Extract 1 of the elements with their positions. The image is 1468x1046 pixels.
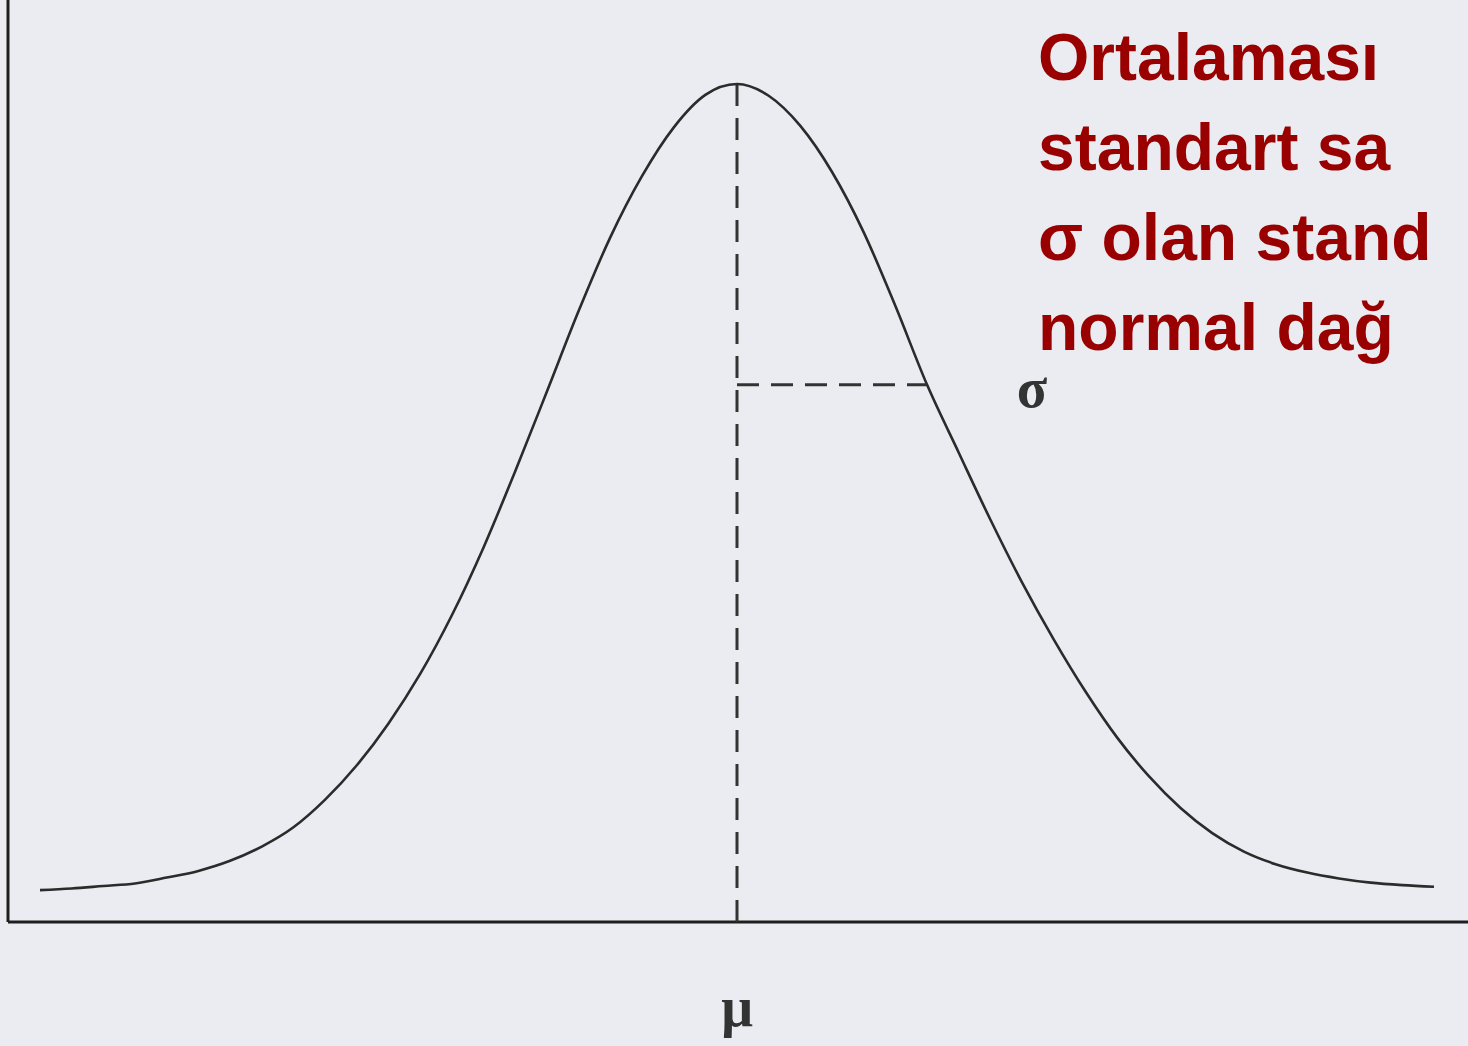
text: μ [721,976,754,1038]
